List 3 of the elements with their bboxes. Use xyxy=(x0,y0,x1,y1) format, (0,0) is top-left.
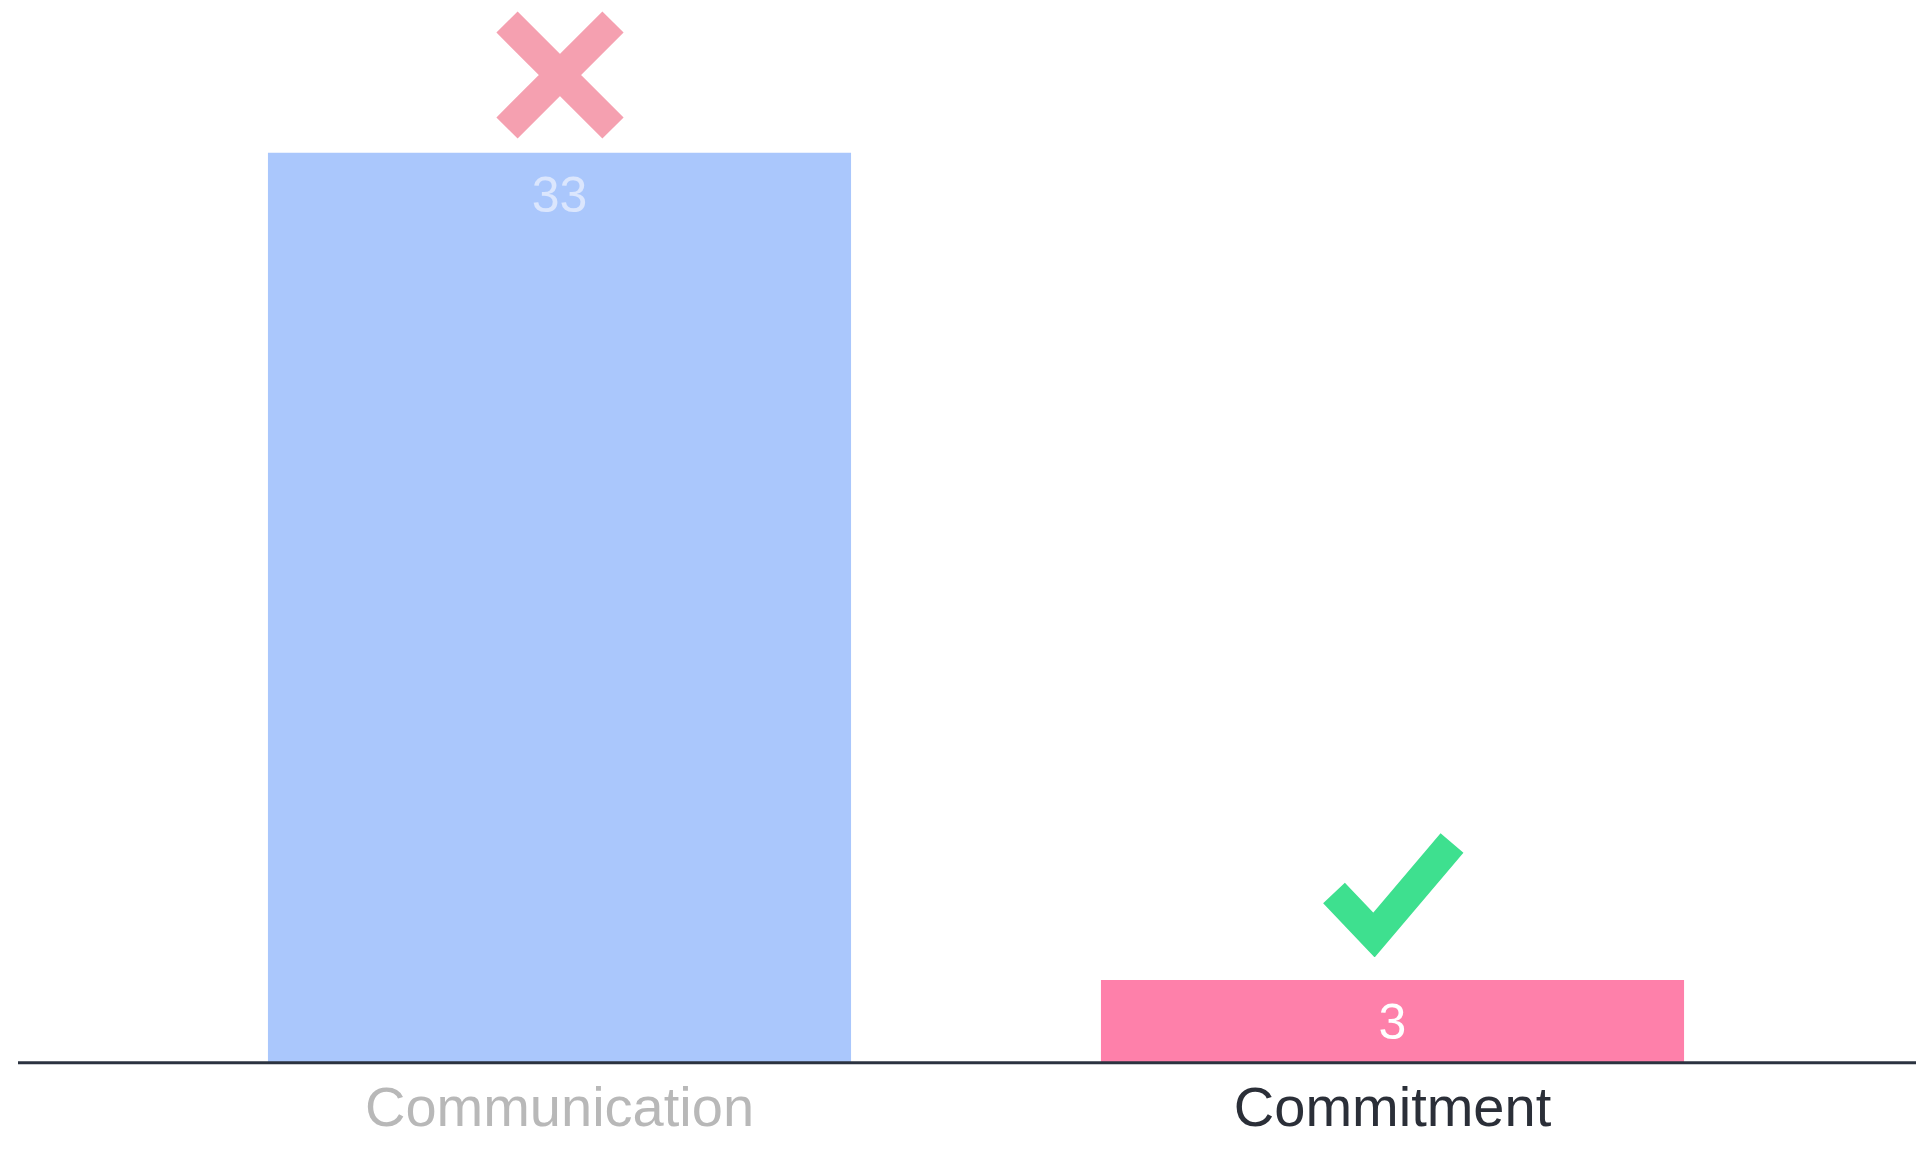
data-label: 3 xyxy=(1378,993,1407,1050)
x-tick-label: Communication xyxy=(364,1074,755,1138)
x-tick-label: Commitment xyxy=(1233,1074,1552,1138)
